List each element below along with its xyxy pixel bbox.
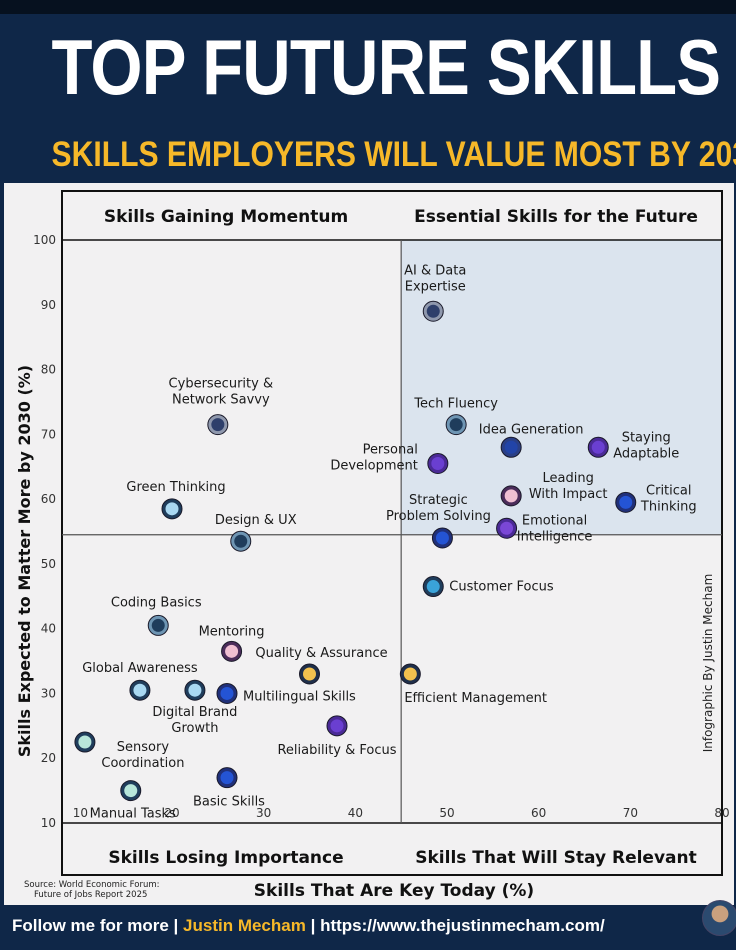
- page-title: TOP FUTURE SKILLS: [51, 23, 722, 111]
- label-critical-thinking: Critical Thinking: [640, 483, 697, 514]
- x-tick-label: 20: [164, 806, 179, 820]
- y-tick-label: 60: [41, 492, 56, 506]
- chart-area: Skills Gaining Momentum Essential Skills…: [4, 183, 734, 905]
- x-axis-label: Skills That Are Key Today (%): [254, 881, 534, 901]
- x-axis-ticks: 10 20 30 40 50 60 70 80: [73, 806, 730, 820]
- footer-bar: Follow me for more | Justin Mecham | htt…: [0, 906, 736, 950]
- point-manual-tasks: [124, 784, 138, 798]
- highlight-quadrant: [401, 240, 722, 535]
- point-tech-fluency: [449, 418, 463, 432]
- y-tick-label: 80: [41, 363, 56, 377]
- x-tick-label: 30: [256, 806, 271, 820]
- label-sensory-coordination: Sensory Coordination: [101, 740, 184, 771]
- point-customer-focus: [426, 580, 440, 594]
- label-coding-basics: Coding Basics: [111, 595, 202, 610]
- y-tick-label: 40: [41, 622, 56, 636]
- data-labels: AI & Data Expertise Tech Fluency Idea Gener…: [82, 263, 696, 821]
- label-customer-focus: Customer Focus: [449, 580, 554, 595]
- point-multilingual-skills: [220, 686, 234, 700]
- avatar: [702, 900, 736, 936]
- point-cybersecurity-network-savvy: [211, 418, 225, 432]
- label-personal-development: Personal Development: [330, 442, 418, 473]
- quadrant-label-bottom-right: Skills That Will Stay Relevant: [415, 848, 697, 868]
- quadrant-label-top-left: Skills Gaining Momentum: [104, 207, 348, 227]
- point-staying-adaptable: [591, 440, 605, 454]
- point-global-awareness: [133, 683, 147, 697]
- label-ai-data-expertise: AI & Data Expertise: [404, 263, 466, 294]
- quadrant-label-top-right: Essential Skills for the Future: [414, 207, 698, 227]
- label-manual-tasks: Manual Tasks: [90, 807, 176, 822]
- y-axis-label: Skills Expected to Matter More by 2030 (…: [15, 365, 34, 757]
- data-points: [74, 300, 637, 802]
- credit-text: Infographic By Justin Mecham: [701, 574, 715, 753]
- quadrant-label-bottom-left: Skills Losing Importance: [108, 848, 343, 868]
- label-quality-assurance: Quality & Assurance: [255, 646, 387, 661]
- y-tick-label: 90: [41, 298, 56, 312]
- footer-prefix: Follow me for more: [12, 916, 169, 935]
- footer-author-link[interactable]: Justin Mecham: [183, 916, 306, 935]
- footer-separator-2: |: [310, 916, 316, 935]
- page-subtitle: SKILLS EMPLOYERS WILL VALUE MOST BY 2030: [51, 135, 736, 174]
- label-cybersecurity-network-savvy: Cybersecurity & Network Savvy: [169, 377, 274, 408]
- point-personal-development: [431, 456, 445, 470]
- point-emotional-intelligence: [500, 521, 514, 535]
- footer-url-link[interactable]: https://www.thejustinmecham.com/: [320, 916, 605, 935]
- point-leading-with-impact: [504, 489, 518, 503]
- y-tick-label: 10: [41, 816, 56, 830]
- source-line-1: Source: World Economic Forum:: [24, 880, 159, 890]
- point-coding-basics: [151, 618, 165, 632]
- label-design-ux: Design & UX: [215, 513, 297, 528]
- label-staying-adaptable: Staying Adaptable: [613, 430, 679, 461]
- point-mentoring: [225, 644, 239, 658]
- label-efficient-management: Efficient Management: [404, 691, 547, 706]
- label-global-awareness: Global Awareness: [82, 661, 198, 676]
- label-green-thinking: Green Thinking: [126, 480, 225, 495]
- label-multilingual-skills: Multilingual Skills: [243, 689, 356, 704]
- label-strategic-problem-solving: Strategic Problem Solving: [386, 493, 491, 524]
- scatter-chart: Skills Gaining Momentum Essential Skills…: [15, 190, 730, 901]
- y-tick-label: 100: [33, 233, 56, 247]
- point-strategic-problem-solving: [435, 531, 449, 545]
- label-mentoring: Mentoring: [199, 624, 265, 639]
- point-basic-skills: [220, 771, 234, 785]
- point-sensory-coordination: [78, 735, 92, 749]
- label-digital-brand-growth: Digital Brand Growth: [152, 705, 237, 736]
- y-tick-label: 20: [41, 751, 56, 765]
- x-tick-label: 10: [73, 806, 88, 820]
- x-tick-label: 70: [623, 806, 638, 820]
- point-green-thinking: [165, 502, 179, 516]
- label-tech-fluency: Tech Fluency: [413, 397, 498, 412]
- label-reliability-focus: Reliability & Focus: [277, 743, 396, 758]
- top-strip: [0, 0, 736, 14]
- point-digital-brand-growth: [188, 683, 202, 697]
- y-tick-label: 50: [41, 557, 56, 571]
- y-axis-ticks: 10 20 30 40 50 60 70 80 90 100: [33, 233, 56, 830]
- label-leading-with-impact: Leading With Impact: [529, 471, 608, 502]
- x-tick-label: 50: [439, 806, 454, 820]
- x-tick-label: 80: [714, 806, 729, 820]
- footer-text: Follow me for more | Justin Mecham | htt…: [12, 916, 605, 936]
- label-emotional-intelligence: Emotional Intelligence: [517, 513, 593, 544]
- point-ai-data-expertise: [426, 304, 440, 318]
- point-quality-assurance: [303, 667, 316, 681]
- source-line-2: Future of Jobs Report 2025: [34, 890, 147, 900]
- plot-frame: [61, 190, 723, 876]
- point-design-ux: [234, 534, 248, 548]
- y-tick-label: 70: [41, 427, 56, 441]
- y-tick-label: 30: [41, 686, 56, 700]
- label-idea-generation: Idea Generation: [479, 422, 584, 437]
- point-critical-thinking: [619, 495, 633, 509]
- point-efficient-management: [403, 667, 417, 681]
- point-reliability-focus: [330, 719, 344, 733]
- label-basic-skills: Basic Skills: [193, 795, 265, 810]
- x-tick-label: 40: [348, 806, 363, 820]
- point-idea-generation: [504, 440, 518, 454]
- x-tick-label: 60: [531, 806, 546, 820]
- footer-separator-1: |: [173, 916, 179, 935]
